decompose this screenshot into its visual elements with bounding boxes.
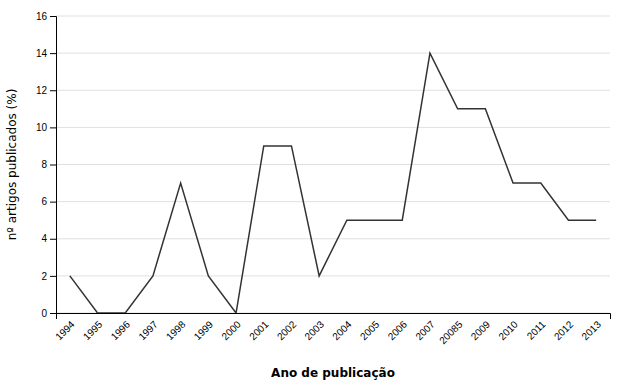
x-tick: 1996 bbox=[109, 318, 133, 342]
grid-line bbox=[56, 164, 610, 165]
x-tick: 2001 bbox=[247, 318, 271, 342]
grid-line bbox=[56, 238, 610, 239]
y-tick: 0 bbox=[41, 308, 56, 319]
x-tick-label: 1999 bbox=[192, 318, 216, 342]
y-tick-label: 14 bbox=[36, 48, 48, 59]
grid-line bbox=[56, 275, 610, 276]
y-tick-mark bbox=[50, 313, 56, 314]
x-tick-label: 1996 bbox=[109, 318, 133, 342]
x-tick: 2013 bbox=[580, 318, 604, 342]
x-tick: 2009 bbox=[469, 318, 493, 342]
x-tick-label: 1998 bbox=[164, 318, 188, 342]
grid-line bbox=[56, 201, 610, 202]
x-tick-label: 2002 bbox=[275, 318, 299, 342]
y-tick-label: 6 bbox=[41, 196, 47, 207]
grid-line bbox=[56, 127, 610, 128]
y-tick-label: 16 bbox=[36, 11, 48, 22]
grid-line bbox=[56, 90, 610, 91]
x-tick: 1995 bbox=[81, 318, 105, 342]
x-axis-line bbox=[57, 314, 611, 320]
y-tick: 14 bbox=[36, 48, 56, 59]
y-tick-mark bbox=[50, 239, 56, 240]
x-tick-label: 1995 bbox=[81, 318, 105, 342]
x-tick: 1998 bbox=[164, 318, 188, 342]
x-tick: 2007 bbox=[413, 318, 437, 342]
x-tick: 2005 bbox=[358, 318, 382, 342]
x-tick-label: 2004 bbox=[330, 318, 354, 342]
x-tick-label: 2012 bbox=[552, 318, 576, 342]
x-tick-label: 2010 bbox=[496, 318, 520, 342]
y-tick-mark bbox=[50, 276, 56, 277]
x-tick: 2003 bbox=[303, 318, 327, 342]
y-tick-mark bbox=[50, 165, 56, 166]
x-tick-label: 2013 bbox=[580, 318, 604, 342]
x-tick: 2011 bbox=[525, 318, 548, 341]
y-tick-label: 2 bbox=[41, 271, 47, 282]
x-tick: 20085 bbox=[437, 318, 465, 346]
grid-line bbox=[56, 16, 610, 17]
y-axis-line bbox=[50, 17, 57, 314]
x-axis-title: Ano de publicação bbox=[271, 366, 395, 380]
y-tick: 12 bbox=[36, 85, 56, 96]
x-tick: 1994 bbox=[53, 318, 77, 342]
y-axis: 0 2 4 6 8 10 12 14 16 bbox=[36, 11, 57, 319]
x-tick-label: 2011 bbox=[525, 318, 548, 341]
x-tick-label: 2001 bbox=[247, 318, 271, 342]
x-tick: 2012 bbox=[552, 318, 576, 342]
x-tick-label: 1994 bbox=[53, 318, 77, 342]
y-tick: 6 bbox=[41, 196, 56, 207]
series bbox=[70, 53, 596, 313]
y-tick-mark bbox=[50, 16, 56, 17]
y-tick-label: 4 bbox=[41, 233, 47, 244]
x-tick: 2000 bbox=[219, 318, 243, 342]
x-tick-label: 2005 bbox=[358, 318, 382, 342]
y-tick-label: 12 bbox=[36, 85, 48, 96]
y-tick: 10 bbox=[36, 122, 56, 133]
grid-line bbox=[56, 53, 610, 54]
y-tick-mark bbox=[50, 90, 56, 91]
y-tick: 4 bbox=[41, 233, 56, 244]
y-tick: 8 bbox=[41, 159, 56, 170]
x-tick: 1997 bbox=[136, 318, 160, 342]
x-tick: 1999 bbox=[192, 318, 216, 342]
y-tick-label: 0 bbox=[41, 308, 47, 319]
plot-area: 0246810121416199419951996199719981999200… bbox=[36, 11, 611, 346]
y-tick: 16 bbox=[36, 11, 56, 22]
x-tick-label: 2007 bbox=[413, 318, 437, 342]
y-tick-mark bbox=[50, 53, 56, 54]
y-axis-title: nº artigos publicados (%) bbox=[5, 89, 19, 241]
x-tick-label: 20085 bbox=[437, 318, 465, 346]
x-tick: 2002 bbox=[275, 318, 299, 342]
x-tick-label: 2003 bbox=[303, 318, 327, 342]
x-tick: 2006 bbox=[386, 318, 410, 342]
chart: 0246810121416199419951996199719981999200… bbox=[0, 0, 628, 385]
x-axis: 1994199519961997199819992000200120022003… bbox=[53, 314, 610, 347]
x-tick-label: 1997 bbox=[136, 318, 160, 342]
x-tick: 2010 bbox=[496, 318, 520, 342]
x-tick-label: 2006 bbox=[386, 318, 410, 342]
y-tick-label: 10 bbox=[36, 122, 48, 133]
x-tick: 2004 bbox=[330, 318, 354, 342]
x-tick-label: 2009 bbox=[469, 318, 493, 342]
y-tick-mark bbox=[50, 202, 56, 203]
y-tick: 2 bbox=[41, 271, 56, 282]
y-tick-mark bbox=[50, 127, 56, 128]
x-tick-label: 2000 bbox=[219, 318, 243, 342]
data-line bbox=[70, 53, 596, 313]
grid bbox=[56, 16, 610, 313]
y-tick-label: 8 bbox=[41, 159, 47, 170]
